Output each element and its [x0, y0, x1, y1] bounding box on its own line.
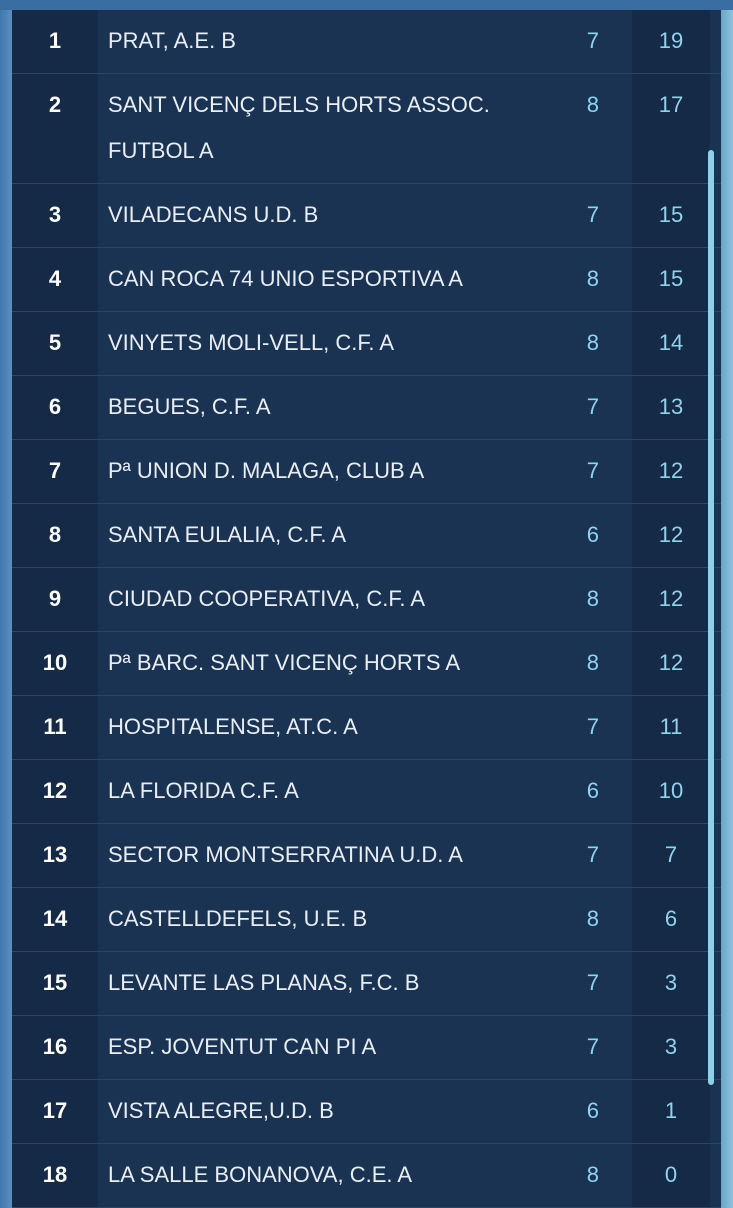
rank-cell: 18: [12, 1144, 98, 1207]
rank-cell: 7: [12, 440, 98, 503]
points-cell: 6: [632, 888, 710, 951]
table-row[interactable]: 8 SANTA EULALIA, C.F. A 6 12: [12, 504, 721, 568]
rank-cell: 17: [12, 1080, 98, 1143]
table-row[interactable]: 9 CIUDAD COOPERATIVA, C.F. A 8 12: [12, 568, 721, 632]
played-cell: 8: [586, 1162, 599, 1187]
table-row[interactable]: 12 LA FLORIDA C.F. A 6 10: [12, 760, 721, 824]
table-row[interactable]: 15 LEVANTE LAS PLANAS, F.C. B 7 3: [12, 952, 721, 1016]
rank-cell: 16: [12, 1016, 98, 1079]
team-name: SECTOR MONTSERRATINA U.D. A: [108, 842, 463, 867]
points-cell: 12: [632, 632, 710, 695]
rank-cell: 2: [12, 74, 98, 183]
team-name: LEVANTE LAS PLANAS, F.C. B: [108, 970, 420, 995]
points-cell: 1: [632, 1080, 710, 1143]
team-name: BEGUES, C.F. A: [108, 394, 271, 419]
team-name: SANTA EULALIA, C.F. A: [108, 522, 347, 547]
points-cell: 3: [632, 952, 710, 1015]
played-cell: 6: [586, 778, 599, 803]
points-cell: 13: [632, 376, 710, 439]
rank-cell: 1: [12, 10, 98, 73]
table-row[interactable]: 11 HOSPITALENSE, AT.C. A 7 11: [12, 696, 721, 760]
team-name: PRAT, A.E. B: [108, 28, 236, 53]
table-row[interactable]: 10 Pª BARC. SANT VICENÇ HORTS A 8 12: [12, 632, 721, 696]
table-row[interactable]: 16 ESP. JOVENTUT CAN PI A 7 3: [12, 1016, 721, 1080]
team-name: HOSPITALENSE, AT.C. A: [108, 714, 358, 739]
table-row[interactable]: 17 VISTA ALEGRE,U.D. B 6 1: [12, 1080, 721, 1144]
team-name: LA FLORIDA C.F. A: [108, 778, 299, 803]
points-cell: 15: [632, 184, 710, 247]
team-name: SANT VICENÇ DELS HORTS ASSOC. FUTBOL A: [108, 92, 490, 163]
table-row[interactable]: 2 SANT VICENÇ DELS HORTS ASSOC. FUTBOL A 8…: [12, 74, 721, 184]
played-cell: 8: [586, 586, 599, 611]
rank-cell: 5: [12, 312, 98, 375]
points-cell: 7: [632, 824, 710, 887]
points-cell: 14: [632, 312, 710, 375]
points-cell: 19: [632, 10, 710, 73]
team-name: CAN ROCA 74 UNIO ESPORTIVA A: [108, 266, 463, 291]
played-cell: 7: [586, 458, 599, 483]
played-cell: 8: [586, 906, 599, 931]
team-name: VINYETS MOLI-VELL, C.F. A: [108, 330, 395, 355]
played-cell: 8: [586, 92, 599, 117]
played-cell: 7: [586, 394, 599, 419]
table-row[interactable]: 6 BEGUES, C.F. A 7 13: [12, 376, 721, 440]
points-cell: 12: [632, 440, 710, 503]
team-name: Pª UNION D. MALAGA, CLUB A: [108, 458, 425, 483]
points-cell: 0: [632, 1144, 710, 1207]
table-row[interactable]: 18 LA SALLE BONANOVA, C.E. A 8 0: [12, 1144, 721, 1208]
scrollbar[interactable]: [708, 150, 714, 1085]
played-cell: 7: [586, 714, 599, 739]
played-cell: 7: [586, 970, 599, 995]
rank-cell: 15: [12, 952, 98, 1015]
table-row[interactable]: 5 VINYETS MOLI-VELL, C.F. A 8 14: [12, 312, 721, 376]
played-cell: 6: [586, 1098, 599, 1123]
points-cell: 3: [632, 1016, 710, 1079]
rank-cell: 13: [12, 824, 98, 887]
rank-cell: 3: [12, 184, 98, 247]
team-name: CASTELLDEFELS, U.E. B: [108, 906, 368, 931]
table-row[interactable]: 1 PRAT, A.E. B 7 19: [12, 10, 721, 74]
team-name: CIUDAD COOPERATIVA, C.F. A: [108, 586, 426, 611]
standings-table: 1 PRAT, A.E. B 7 19 2 SANT VICENÇ DELS HORTS …: [12, 10, 721, 1208]
team-name: Pª BARC. SANT VICENÇ HORTS A: [108, 650, 461, 675]
points-cell: 15: [632, 248, 710, 311]
table-row[interactable]: 13 SECTOR MONTSERRATINA U.D. A 7 7: [12, 824, 721, 888]
rank-cell: 12: [12, 760, 98, 823]
rank-cell: 14: [12, 888, 98, 951]
top-bar: [0, 0, 733, 10]
played-cell: 6: [586, 522, 599, 547]
table-row[interactable]: 7 Pª UNION D. MALAGA, CLUB A 7 12: [12, 440, 721, 504]
points-cell: 10: [632, 760, 710, 823]
rank-cell: 9: [12, 568, 98, 631]
rank-cell: 4: [12, 248, 98, 311]
table-row[interactable]: 3 VILADECANS U.D. B 7 15: [12, 184, 721, 248]
points-cell: 17: [632, 74, 710, 183]
rank-cell: 11: [12, 696, 98, 759]
team-name: ESP. JOVENTUT CAN PI A: [108, 1034, 377, 1059]
table-row[interactable]: 4 CAN ROCA 74 UNIO ESPORTIVA A 8 15: [12, 248, 721, 312]
played-cell: 7: [586, 842, 599, 867]
team-name: VILADECANS U.D. B: [108, 202, 319, 227]
played-cell: 8: [586, 650, 599, 675]
points-cell: 12: [632, 504, 710, 567]
played-cell: 7: [586, 202, 599, 227]
points-cell: 12: [632, 568, 710, 631]
played-cell: 8: [586, 266, 599, 291]
team-name: VISTA ALEGRE,U.D. B: [108, 1098, 334, 1123]
points-cell: 11: [632, 696, 710, 759]
team-name: LA SALLE BONANOVA, C.E. A: [108, 1162, 413, 1187]
played-cell: 8: [586, 330, 599, 355]
table-row[interactable]: 14 CASTELLDEFELS, U.E. B 8 6: [12, 888, 721, 952]
rank-cell: 10: [12, 632, 98, 695]
rank-cell: 6: [12, 376, 98, 439]
played-cell: 7: [586, 28, 599, 53]
played-cell: 7: [586, 1034, 599, 1059]
rank-cell: 8: [12, 504, 98, 567]
